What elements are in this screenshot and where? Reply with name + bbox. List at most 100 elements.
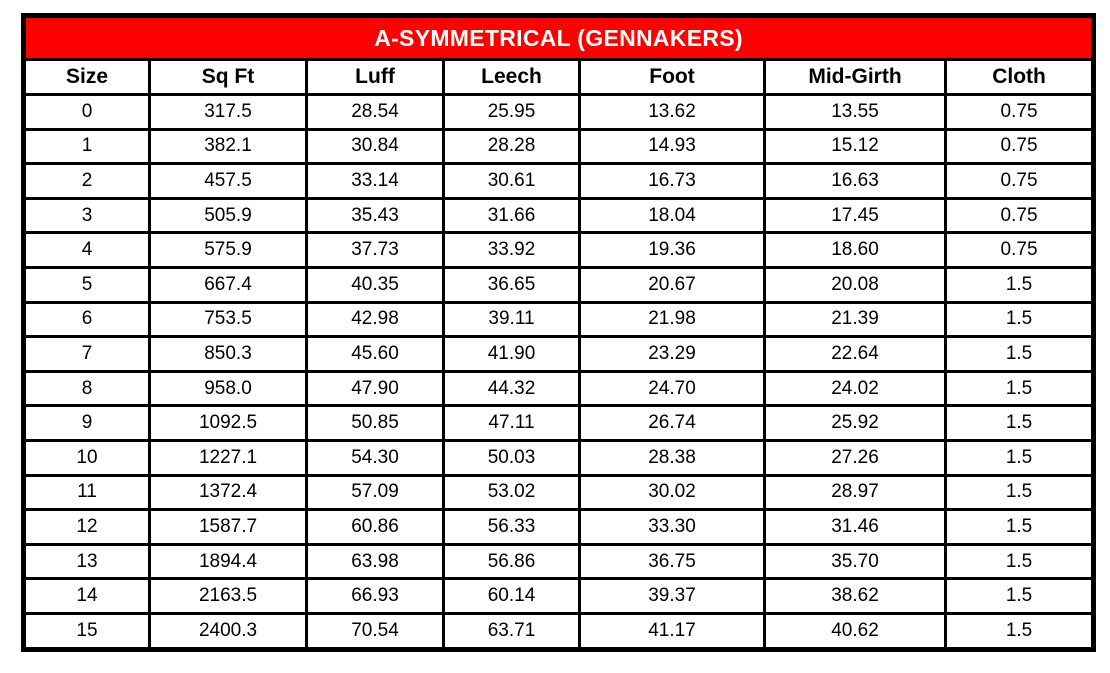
table-cell: 37.73 <box>305 231 445 269</box>
table-cell: 50.03 <box>442 438 581 477</box>
table-cell: 39.37 <box>578 577 766 615</box>
table-cell: 1 <box>22 127 151 166</box>
table-row: 1 382.1 30.84 28.28 14.93 15.12 0.75 <box>22 127 1096 166</box>
table-cell: 21.39 <box>763 300 947 339</box>
table-cell: 10 <box>22 438 151 477</box>
table-cell: 33.14 <box>305 162 445 200</box>
header-row: Size Sq Ft Luff Leech Foot Mid-Girth Clo… <box>22 58 1096 96</box>
table-cell: 5 <box>22 265 151 304</box>
table-row: 11 1372.4 57.09 53.02 30.02 28.97 1.5 <box>22 473 1096 512</box>
table-cell: 20.08 <box>763 265 947 304</box>
table-row: 7 850.3 45.60 41.90 23.29 22.64 1.5 <box>22 335 1096 373</box>
table-cell: 14.93 <box>578 127 766 166</box>
table-cell: 33.92 <box>442 231 581 269</box>
spec-sheet: A-SYMMETRICAL (GENNAKERS) Size Sq Ft Luf… <box>21 13 1097 652</box>
table-cell: 30.84 <box>305 127 445 166</box>
table-cell: 1.5 <box>943 369 1096 408</box>
table-cell: 3 <box>22 196 151 235</box>
table-cell: 36.75 <box>578 542 766 581</box>
table-cell: 28.28 <box>442 127 581 166</box>
table-cell: 6 <box>22 300 151 339</box>
table-cell: 54.30 <box>305 438 445 477</box>
table-cell: 1092.5 <box>148 404 308 442</box>
table-cell: 50.85 <box>305 404 445 442</box>
table-cell: 18.04 <box>578 196 766 235</box>
table-cell: 8 <box>22 369 151 408</box>
table-cell: 13 <box>22 542 151 581</box>
table-cell: 53.02 <box>442 473 581 512</box>
table-cell: 9 <box>22 404 151 442</box>
table-cell: 1.5 <box>943 404 1096 442</box>
table-cell: 0 <box>22 93 151 131</box>
table-cell: 30.02 <box>578 473 766 512</box>
table-cell: 28.97 <box>763 473 947 512</box>
table-cell: 19.36 <box>578 231 766 269</box>
table-cell: 0.75 <box>943 93 1096 131</box>
table-cell: 24.70 <box>578 369 766 408</box>
table-cell: 1.5 <box>943 473 1096 512</box>
table-cell: 27.26 <box>763 438 947 477</box>
table-cell: 0.75 <box>943 162 1096 200</box>
table-cell: 60.86 <box>305 508 445 546</box>
table-row: 5 667.4 40.35 36.65 20.67 20.08 1.5 <box>22 265 1096 304</box>
table-row: 8 958.0 47.90 44.32 24.70 24.02 1.5 <box>22 369 1096 408</box>
table-cell: 0.75 <box>943 231 1096 269</box>
table-cell: 1.5 <box>943 335 1096 373</box>
table-cell: 17.45 <box>763 196 947 235</box>
table-cell: 11 <box>22 473 151 512</box>
table-cell: 16.73 <box>578 162 766 200</box>
table-cell: 28.54 <box>305 93 445 131</box>
table-row: 6 753.5 42.98 39.11 21.98 21.39 1.5 <box>22 300 1096 339</box>
table-cell: 41.17 <box>578 611 766 651</box>
column-header-size: Size <box>22 58 151 96</box>
table-cell: 31.46 <box>763 508 947 546</box>
table-cell: 42.98 <box>305 300 445 339</box>
table-cell: 25.92 <box>763 404 947 442</box>
table-cell: 1.5 <box>943 542 1096 581</box>
column-header-luff: Luff <box>305 58 445 96</box>
table-cell: 24.02 <box>763 369 947 408</box>
table-cell: 667.4 <box>148 265 308 304</box>
table-cell: 2163.5 <box>148 577 308 615</box>
table-cell: 57.09 <box>305 473 445 512</box>
table-row: 15 2400.3 70.54 63.71 41.17 40.62 1.5 <box>22 611 1096 651</box>
table-cell: 13.55 <box>763 93 947 131</box>
table-cell: 15.12 <box>763 127 947 166</box>
table-row: 2 457.5 33.14 30.61 16.73 16.63 0.75 <box>22 162 1096 200</box>
table-cell: 1.5 <box>943 577 1096 615</box>
table-cell: 1.5 <box>943 300 1096 339</box>
table-body: 0 317.5 28.54 25.95 13.62 13.55 0.75 1 382.1 30.8… <box>22 93 1096 651</box>
table-cell: 0.75 <box>943 196 1096 235</box>
table-cell: 382.1 <box>148 127 308 166</box>
column-header-foot: Foot <box>578 58 766 96</box>
table-cell: 958.0 <box>148 369 308 408</box>
table-cell: 505.9 <box>148 196 308 235</box>
table-cell: 1894.4 <box>148 542 308 581</box>
table-row: 13 1894.4 63.98 56.86 36.75 35.70 1.5 <box>22 542 1096 581</box>
table-row: 9 1092.5 50.85 47.11 26.74 25.92 1.5 <box>22 404 1096 442</box>
table-cell: 1.5 <box>943 265 1096 304</box>
table-cell: 41.90 <box>442 335 581 373</box>
title-row: A-SYMMETRICAL (GENNAKERS) <box>21 14 1096 61</box>
table-cell: 35.43 <box>305 196 445 235</box>
table-cell: 21.98 <box>578 300 766 339</box>
table-row: 3 505.9 35.43 31.66 18.04 17.45 0.75 <box>22 196 1096 235</box>
table-cell: 47.11 <box>442 404 581 442</box>
table-cell: 30.61 <box>442 162 581 200</box>
table-cell: 575.9 <box>148 231 308 269</box>
table-cell: 317.5 <box>148 93 308 131</box>
table-cell: 60.14 <box>442 577 581 615</box>
table-cell: 45.60 <box>305 335 445 373</box>
table-cell: 2 <box>22 162 151 200</box>
table-cell: 1.5 <box>943 611 1096 651</box>
table-cell: 44.32 <box>442 369 581 408</box>
table-cell: 13.62 <box>578 93 766 131</box>
table-cell: 0.75 <box>943 127 1096 166</box>
table-cell: 1227.1 <box>148 438 308 477</box>
table-row: 10 1227.1 54.30 50.03 28.38 27.26 1.5 <box>22 438 1096 477</box>
column-header-mid-girth: Mid-Girth <box>763 58 947 96</box>
table-cell: 40.62 <box>763 611 947 651</box>
table-cell: 4 <box>22 231 151 269</box>
table-cell: 14 <box>22 577 151 615</box>
table-cell: 16.63 <box>763 162 947 200</box>
